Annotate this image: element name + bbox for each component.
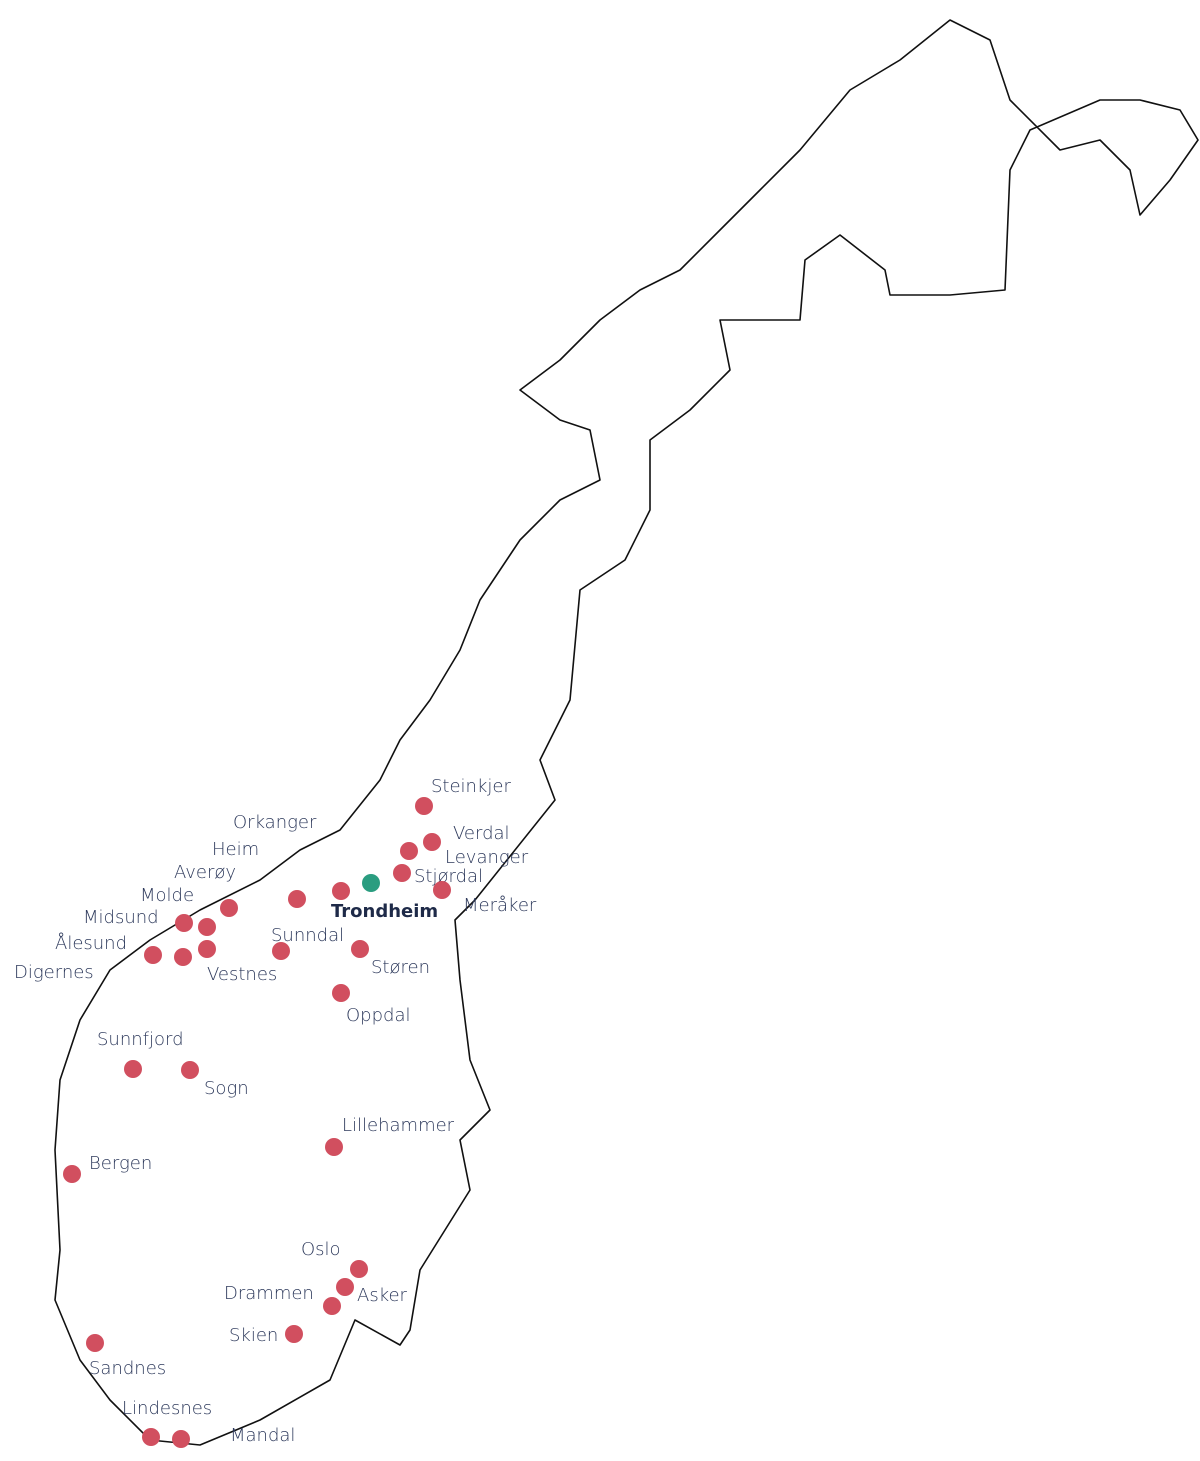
place-marker (288, 890, 306, 908)
place-label: Verdal (453, 823, 510, 844)
place-label: Digernes (14, 962, 94, 983)
place-label: Lillehammer (342, 1115, 455, 1136)
home-label: Trondheim (331, 901, 438, 922)
place-label: Vestnes (207, 964, 277, 985)
place-marker (423, 833, 441, 851)
place-label: Skien (229, 1325, 278, 1346)
place-label: Oppdal (346, 1005, 410, 1026)
place-marker (172, 1430, 190, 1448)
country-outline (54, 19, 1199, 1446)
place-label: Stjørdal (414, 866, 483, 887)
home-marker (362, 874, 380, 892)
place-marker (350, 1260, 368, 1278)
place-marker (272, 942, 290, 960)
place-marker (415, 797, 433, 815)
place-label: Averøy (174, 862, 236, 883)
place-marker (198, 918, 216, 936)
place-marker (332, 882, 350, 900)
place-marker (174, 948, 192, 966)
place-label: Sunndal (271, 925, 344, 946)
place-marker (144, 946, 162, 964)
place-marker (220, 899, 238, 917)
place-marker (332, 984, 350, 1002)
place-marker (336, 1278, 354, 1296)
place-label: Molde (140, 885, 194, 906)
place-label: Drammen (224, 1283, 314, 1304)
place-marker (393, 864, 411, 882)
place-label: Støren (371, 957, 430, 978)
place-label: Lindesnes (122, 1398, 212, 1419)
place-label: Meråker (463, 895, 537, 916)
place-marker (142, 1428, 160, 1446)
place-label: Bergen (89, 1153, 152, 1174)
place-marker (323, 1297, 341, 1315)
place-label: Steinkjer (431, 776, 511, 797)
place-marker (124, 1060, 142, 1078)
place-marker (351, 940, 369, 958)
place-marker (175, 914, 193, 932)
place-label: Asker (357, 1285, 408, 1306)
place-label: Orkanger (233, 812, 317, 833)
place-marker (400, 842, 418, 860)
place-marker (433, 881, 451, 899)
place-marker (285, 1325, 303, 1343)
place-label: Ålesund (55, 932, 127, 954)
place-label: Sandnes (89, 1358, 166, 1379)
place-label: Oslo (301, 1239, 341, 1260)
place-label: Sogn (204, 1078, 249, 1099)
place-label: Levanger (445, 847, 529, 868)
place-marker (198, 940, 216, 958)
place-label: Midsund (83, 907, 159, 928)
place-marker (86, 1334, 104, 1352)
place-marker (63, 1165, 81, 1183)
place-label: Sunnfjord (97, 1029, 184, 1050)
place-marker (325, 1138, 343, 1156)
place-label: Mandal (230, 1425, 295, 1446)
place-marker (181, 1061, 199, 1079)
place-label: Heim (212, 839, 259, 860)
